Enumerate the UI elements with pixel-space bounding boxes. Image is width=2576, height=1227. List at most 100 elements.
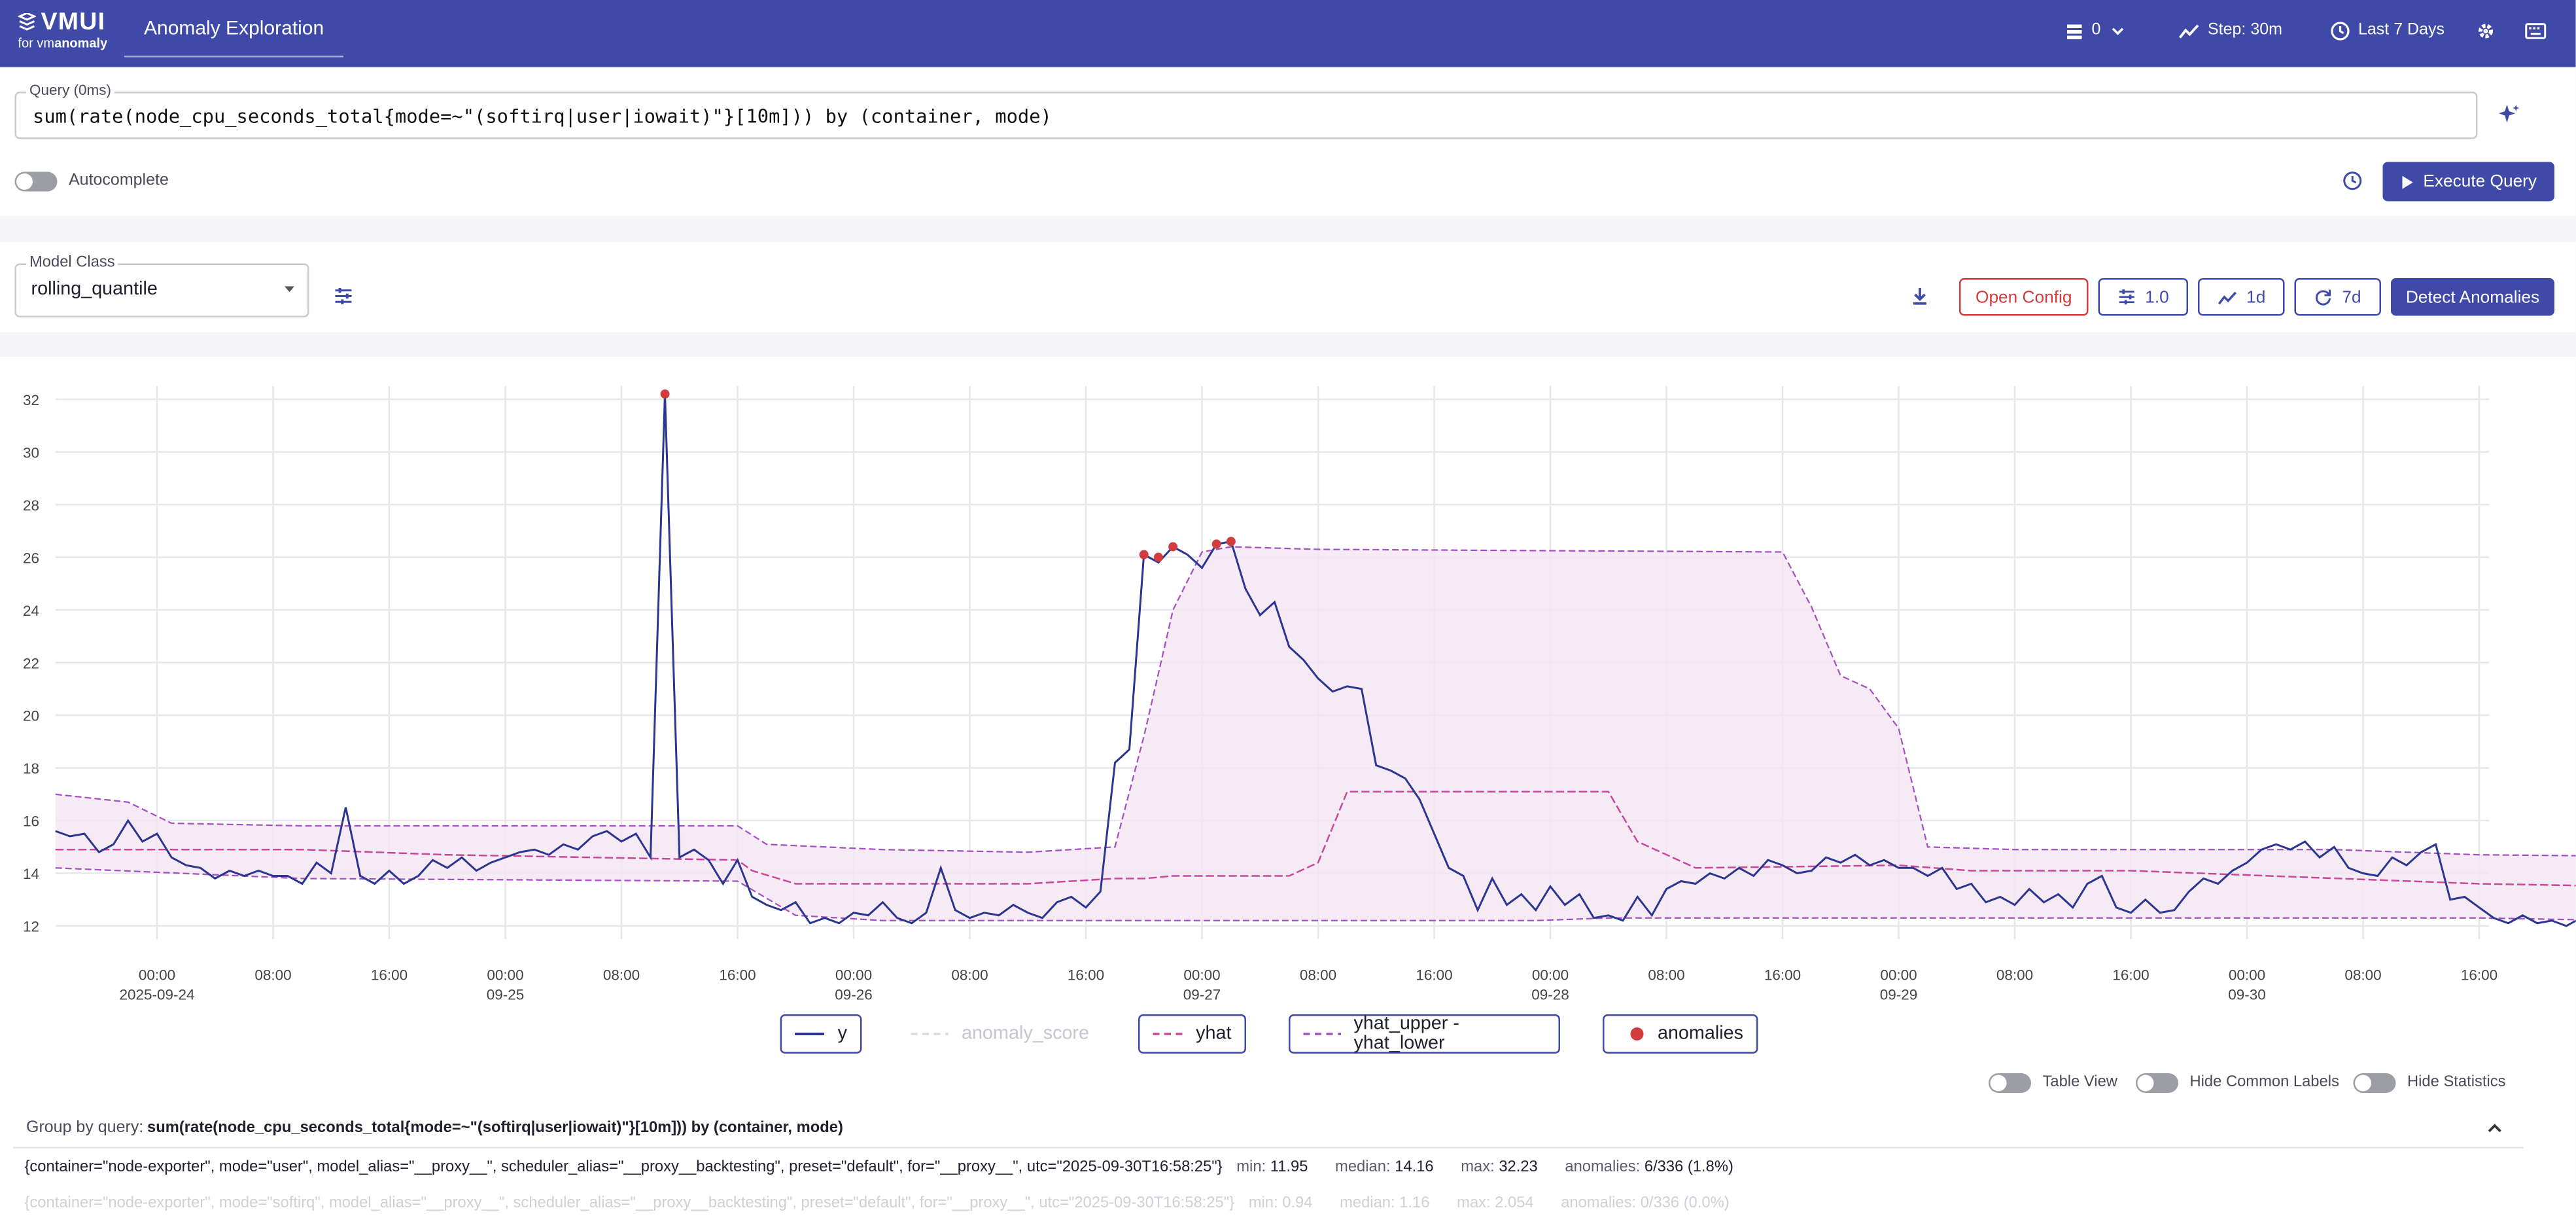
detect-anomalies-button[interactable]: Detect Anomalies (2391, 278, 2554, 316)
table-view-label: Table View (2042, 1073, 2117, 1092)
legend-item-yhat[interactable]: yhat (1138, 1014, 1246, 1054)
stat-anomalies: 6/336 (1.8%) (1644, 1158, 1733, 1177)
x-tick-label: 00:00 (1532, 967, 1569, 984)
legend-swatch-yhat-bounds (1303, 1033, 1341, 1035)
y-tick-label: 18 (23, 760, 39, 777)
x-tick-label: 08:00 (1300, 967, 1336, 984)
keyboard-icon (2525, 23, 2547, 39)
shortcuts-button[interactable] (2525, 0, 2547, 62)
tolerance-value: 1.0 (2145, 287, 2169, 307)
autocomplete-label: Autocomplete (69, 171, 169, 190)
fit-every-value: 7d (2342, 287, 2361, 307)
time-range-selector[interactable]: Last 7 Days (2331, 0, 2445, 62)
download-icon[interactable] (1910, 287, 1930, 306)
y-tick-label: 20 (23, 708, 39, 724)
y-tick-label: 24 (23, 603, 39, 619)
model-class-value: rolling_quantile (31, 279, 158, 300)
hide-common-labels-toggle[interactable] (2136, 1073, 2178, 1093)
execute-query-button[interactable]: Execute Query (2382, 162, 2554, 202)
legend-item-anomalies[interactable]: anomalies (1603, 1014, 1758, 1054)
query-history-icon[interactable] (2342, 170, 2363, 192)
model-class-select[interactable]: rolling_quantile (14, 263, 309, 317)
stat-max: 2.054 (1495, 1194, 1534, 1213)
hide-statistics-toggle[interactable] (2353, 1073, 2396, 1093)
x-tick-label: 16:00 (1416, 967, 1452, 984)
settings-button[interactable] (2476, 0, 2496, 62)
legend-label-anomalies: anomalies (1657, 1024, 1743, 1044)
x-tick-label: 00:00 (139, 967, 175, 984)
stat-min: 0.94 (1282, 1194, 1313, 1213)
logo-icon (18, 12, 36, 30)
clock-icon (2331, 22, 2350, 41)
anomaly-point (1153, 552, 1163, 562)
x-tick-label: 08:00 (1648, 967, 1684, 984)
tenant-icon (2067, 24, 2082, 39)
series-labels: {container="node-exporter", mode="user",… (24, 1158, 1223, 1177)
x-date-label: 09-27 (1183, 987, 1221, 1003)
fit-window-button[interactable]: 1d (2198, 278, 2285, 316)
y-tick-label: 22 (23, 655, 39, 671)
time-range-label: Last 7 Days (2358, 21, 2445, 40)
chevron-up-icon[interactable] (2488, 1122, 2503, 1134)
series-row-softirq[interactable]: {container="node-exporter", mode="softir… (24, 1194, 1730, 1213)
anomaly-point (1168, 542, 1178, 552)
legend-item-y[interactable]: y (780, 1014, 862, 1054)
series-yhat-lower (55, 867, 2576, 921)
ai-assistant-icon[interactable] (2498, 103, 2520, 126)
query-input[interactable]: sum(rate(node_cpu_seconds_total{mode=~"(… (14, 92, 2478, 139)
x-tick-label: 00:00 (1183, 967, 1220, 984)
refresh-icon (2316, 289, 2331, 306)
trend-icon (2218, 291, 2237, 304)
anomaly-chart[interactable]: 12 14 16 18 20 22 24 26 28 30 32 00:00 2025-09-24 08:… (0, 370, 2576, 1008)
query-text: sum(rate(node_cpu_seconds_total{mode=~"(… (33, 105, 1052, 128)
fit-every-button[interactable]: 7d (2294, 278, 2381, 316)
vmui-logo[interactable]: VMUI for vmanomaly (18, 8, 108, 51)
x-tick-label: 16:00 (1068, 967, 1104, 984)
tolerance-button[interactable]: 1.0 (2098, 278, 2188, 316)
tenant-selector[interactable]: 0 (2066, 0, 2125, 62)
series-yhat (55, 791, 2576, 887)
anomaly-point (1211, 539, 1221, 549)
autocomplete-toggle[interactable] (14, 171, 58, 192)
anomaly-point (1226, 537, 1236, 546)
step-label: Step: 30m (2208, 21, 2282, 40)
legend-label-yhat: yhat (1196, 1024, 1232, 1044)
x-date-label: 09-25 (487, 987, 525, 1003)
x-tick-label: 08:00 (254, 967, 291, 984)
anomaly-point (660, 389, 670, 399)
legend-item-anomaly-score[interactable]: anomaly_score (896, 1014, 1104, 1054)
y-tick-label: 32 (23, 392, 39, 408)
x-tick-label: 16:00 (2112, 967, 2149, 984)
group-by-query: sum(rate(node_cpu_seconds_total{mode=~"(… (147, 1119, 843, 1137)
logo-subtitle: for vmanomaly (18, 36, 108, 51)
chart-line-icon (2179, 24, 2199, 39)
anomaly-point (1139, 550, 1149, 560)
series-row-user[interactable]: {container="node-exporter", mode="user",… (24, 1158, 1733, 1177)
group-by-label: Group by query: (26, 1119, 144, 1137)
tune-icon[interactable] (334, 287, 353, 306)
group-header[interactable] (13, 1109, 2524, 1148)
open-config-button[interactable]: Open Config (1959, 278, 2089, 316)
stat-median: 14.16 (1395, 1158, 1434, 1177)
x-date-label: 09-30 (2228, 987, 2266, 1003)
x-date-label: 09-26 (835, 987, 873, 1003)
logo-text: VMUI (41, 8, 106, 37)
model-class-label: Model Class (26, 253, 118, 272)
y-tick-label: 16 (23, 813, 39, 830)
fit-window-value: 1d (2246, 287, 2266, 307)
table-view-toggle[interactable] (1989, 1073, 2031, 1093)
x-tick-label: 00:00 (487, 967, 523, 984)
x-tick-label: 08:00 (951, 967, 988, 984)
legend-item-yhat-bounds[interactable]: yhat_upper - yhat_lower (1289, 1014, 1560, 1054)
chevron-down-icon (2111, 27, 2123, 35)
sliders-icon (2119, 289, 2134, 305)
x-tick-label: 16:00 (2461, 967, 2498, 984)
x-tick-label: 16:00 (719, 967, 756, 984)
tab-anomaly-exploration[interactable]: Anomaly Exploration (124, 0, 344, 58)
legend-label-y: y (837, 1024, 847, 1044)
stat-max: 32.23 (1499, 1158, 1538, 1177)
step-selector[interactable]: Step: 30m (2178, 0, 2282, 62)
x-tick-label: 00:00 (1880, 967, 1917, 984)
stat-min: 11.95 (1270, 1158, 1308, 1177)
stat-median: 1.16 (1399, 1194, 1430, 1213)
